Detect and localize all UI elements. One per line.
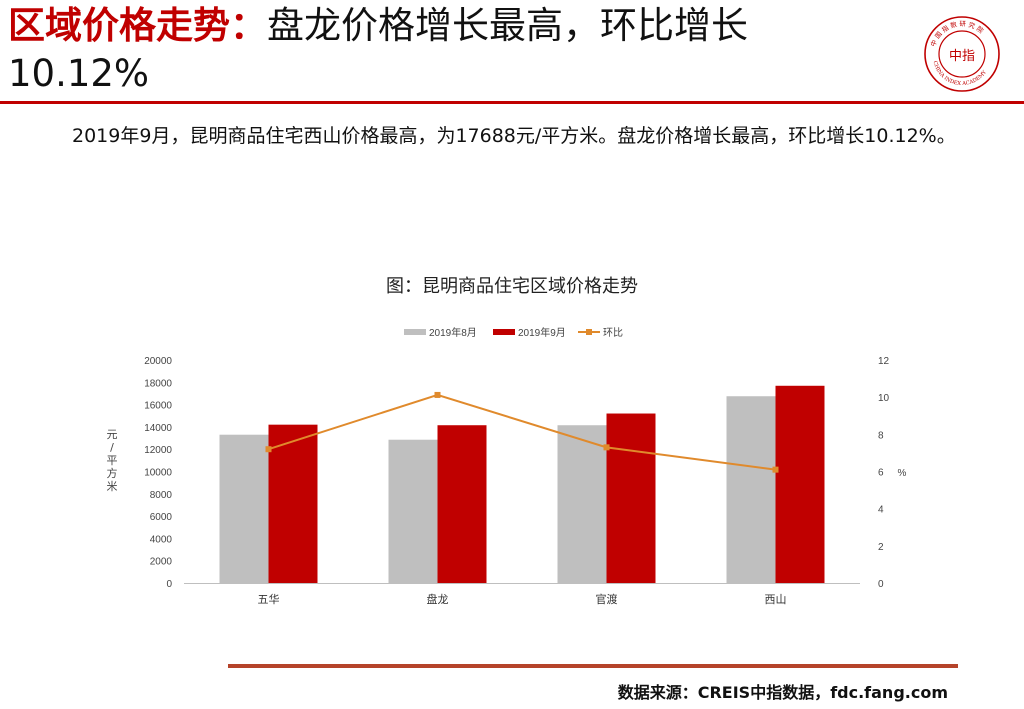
page-title-line2: 10.12% xyxy=(8,52,150,95)
legend-marker-2 xyxy=(586,329,592,335)
y2-tick-label-3: 6 xyxy=(878,468,884,479)
legend-label-1: 2019年9月 xyxy=(518,326,566,339)
page-title-main: 盘龙价格增长最高，环比增长 xyxy=(267,4,748,47)
price-trend-chart: 2019年8月 2019年9月 环比 0 2000 4000 6000 8000 10000 12… xyxy=(107,326,907,606)
bar-sep-3 xyxy=(775,385,825,583)
y2-tick-label-0: 0 xyxy=(878,579,884,590)
line-point-1 xyxy=(434,391,441,398)
x-tick-label-3: 西山 xyxy=(765,593,787,606)
bar-aug-0 xyxy=(219,434,269,583)
y-axis-label-char-3: 方 xyxy=(107,466,118,480)
y-axis-label-char-2: 平 xyxy=(107,454,118,467)
china-index-academy-seal-icon: 中 国 指 数 研 究 院 CHINA INDEX ACADEMY 中指 xyxy=(924,16,1000,92)
y-tick-label-5: 10000 xyxy=(144,468,172,479)
bar-sep-0 xyxy=(268,424,318,583)
bar-sep-1 xyxy=(437,425,487,583)
data-source: 数据来源：CREIS中指数据，fdc.fang.com xyxy=(617,683,948,702)
legend-label-0: 2019年8月 xyxy=(429,326,477,339)
summary-text: 2019年9月，昆明商品住宅西山价格最高，为17688元/平方米。盘龙价格增长最… xyxy=(72,125,956,147)
bar-aug-2 xyxy=(557,425,607,583)
bar-aug-1 xyxy=(388,439,438,583)
x-tick-label-0: 五华 xyxy=(258,592,280,606)
svg-text:中 国 指 数 研 究 院: 中 国 指 数 研 究 院 xyxy=(928,19,986,47)
y-tick-label-3: 6000 xyxy=(150,512,173,523)
header-divider xyxy=(0,101,1024,104)
legend-swatch-1 xyxy=(493,329,515,335)
y2-tick-label-6: 12 xyxy=(878,356,890,367)
y-axis-label-char-4: 米 xyxy=(107,480,118,493)
logo-ring-text: 中 国 指 数 研 究 院 xyxy=(928,19,986,47)
logo-center-text: 中指 xyxy=(949,49,975,64)
x-tick-label-1: 盘龙 xyxy=(427,592,449,606)
y-tick-label-0: 0 xyxy=(166,579,172,590)
line-point-0 xyxy=(265,446,272,453)
y-tick-label-10: 20000 xyxy=(144,356,172,367)
y2-tick-label-2: 4 xyxy=(878,505,884,516)
y-axis-label-char-0: 元 xyxy=(107,428,118,441)
y2-tick-label-1: 2 xyxy=(878,542,884,553)
page-title-prefix: 区域价格走势： xyxy=(8,4,267,47)
footer-divider xyxy=(228,664,958,668)
y-tick-label-4: 8000 xyxy=(150,490,173,501)
bar-aug-3 xyxy=(726,396,776,583)
line-point-2 xyxy=(603,444,610,451)
y2-tick-label-4: 8 xyxy=(878,430,884,441)
chart-title: 图：昆明商品住宅区域价格走势 xyxy=(386,276,638,297)
y-tick-label-1: 2000 xyxy=(150,557,173,568)
x-tick-label-2: 官渡 xyxy=(596,592,618,606)
y-tick-label-2: 4000 xyxy=(150,534,173,545)
y-tick-label-7: 14000 xyxy=(144,423,172,434)
y-tick-label-9: 18000 xyxy=(144,378,172,389)
bar-sep-2 xyxy=(606,413,656,583)
y2-tick-label-5: 10 xyxy=(878,393,890,404)
line-series-mom xyxy=(268,393,776,471)
y-tick-label-6: 12000 xyxy=(144,445,172,456)
legend-label-2: 环比 xyxy=(603,327,623,339)
y-axis-label-char-1: / xyxy=(110,441,114,454)
line-point-3 xyxy=(772,466,779,473)
y2-axis-label: % xyxy=(898,468,907,479)
page-title: 区域价格走势：盘龙价格增长最高，环比增长 xyxy=(8,4,748,48)
y-tick-label-8: 16000 xyxy=(144,401,172,412)
legend-swatch-0 xyxy=(404,329,426,335)
